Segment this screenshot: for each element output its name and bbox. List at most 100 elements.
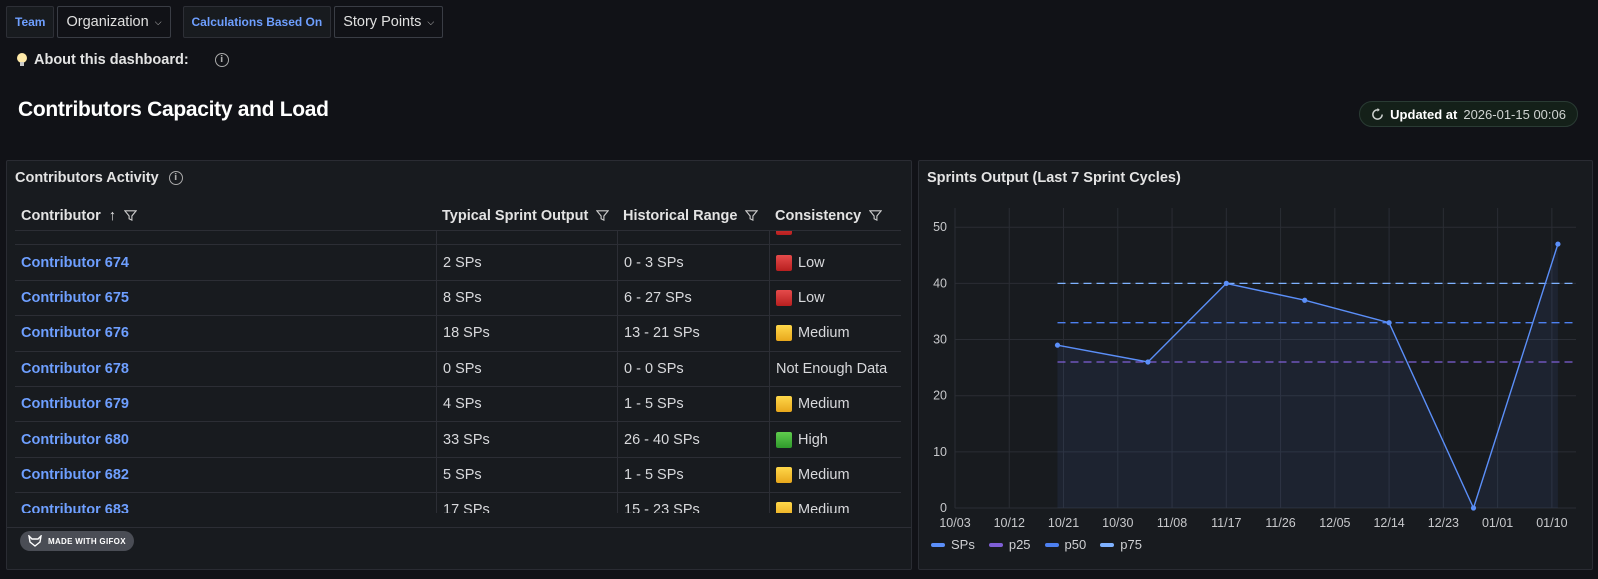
x-tick-label: 10/30 [1102,516,1133,530]
x-tick-label: 10/03 [939,516,970,530]
divider [7,527,911,528]
updated-value: 2026-01-15 00:06 [1463,106,1566,122]
historical-range-cell: 26 - 40 SPs [617,422,769,457]
consistency-cell: High [769,422,901,457]
typical-output-cell: 5 SPs [436,457,617,493]
typical-output-cell: 17 SPs [436,493,617,513]
fox-icon [28,535,42,547]
legend-swatch [931,542,945,547]
contributors-activity-panel: Contributors Activity i Contributor 6731… [6,160,912,570]
filter-icon[interactable] [596,209,610,222]
sps-point [1223,280,1229,286]
consistency-cell: Medium [769,386,901,422]
filter-icon[interactable] [123,209,137,222]
team-select[interactable]: Organization ⌵ [57,6,171,38]
table-header: Contributor ↑ Typical Sprint Output Hist… [15,201,901,231]
column-header-output[interactable]: Typical Sprint Output [436,201,617,230]
table-row: Contributor 675 8 SPs 6 - 27 SPs Low [15,280,901,317]
chevron-down-icon: ⌵ [427,17,435,27]
consistency-medium-indicator [776,502,792,513]
updated-label: Updated at [1390,106,1458,122]
sps-point [1386,320,1392,326]
contributor-link[interactable]: Contributor 680 [21,431,129,448]
sort-ascending-icon[interactable]: ↑ [108,207,116,224]
consistency-cell: Low [769,280,901,316]
column-header-consistency[interactable]: Consistency [769,201,901,230]
column-header-range[interactable]: Historical Range [617,201,769,230]
typical-output-cell: 0 SPs [436,351,617,386]
info-icon[interactable]: i [168,171,183,185]
typical-output-cell: 33 SPs [436,422,617,457]
variables-bar: Team Organization ⌵ Calculations Based O… [6,6,444,38]
contributor-link[interactable]: Contributor 683 [21,502,129,513]
page-title: Contributors Capacity and Load [18,98,329,121]
contributor-link[interactable]: Contributor 679 [21,396,129,413]
historical-range-cell: 0 - 3 SPs [617,245,769,280]
team-label: Team [6,6,55,38]
table-row: Contributor 674 2 SPs 0 - 3 SPs Low [15,245,901,281]
typical-output-cell: 2 SPs [436,245,617,280]
panel-title: Sprints Output (Last 7 Sprint Cycles) [927,170,1181,186]
consistency-cell: Medium [769,316,901,351]
table-row: Contributor 683 17 SPs 15 - 23 SPs Medium [15,493,901,513]
legend-item-p75[interactable]: p75 [1100,537,1142,552]
lightbulb-icon [17,53,27,66]
consistency-low-indicator [776,289,792,306]
y-tick-label: 30 [933,333,947,347]
x-tick-label: 12/14 [1373,516,1404,530]
y-tick-label: 0 [940,501,947,515]
consistency-cell: Medium [769,493,901,513]
activity-title: Contributors Activity [15,170,159,186]
x-tick-label: 10/21 [1048,516,1079,530]
historical-range-cell: 1 - 5 SPs [617,386,769,422]
legend-item-p50[interactable]: p50 [1044,537,1086,552]
historical-range-cell: 13 - 21 SPs [617,316,769,351]
y-tick-label: 10 [933,445,947,459]
chart-legend: SPs p25 p50 p75 [931,537,1142,552]
historical-range-cell: 6 - 27 SPs [617,280,769,316]
contributor-link[interactable]: Contributor 675 [21,289,129,306]
sps-area [1057,244,1558,509]
historical-range-cell: 1 - 5 SPs [617,457,769,493]
x-tick-label: 11/08 [1157,516,1187,530]
consistency-medium-indicator [776,466,792,483]
consistency-cell: Low [769,245,901,280]
column-header-contributor[interactable]: Contributor ↑ [15,201,436,230]
sps-point [1555,241,1561,247]
refresh-icon [1372,107,1384,120]
sprints-title: Sprints Output (Last 7 Sprint Cycles) [927,170,1181,186]
y-tick-label: 40 [933,276,947,290]
x-tick-label: 10/12 [994,516,1025,530]
contributor-link[interactable]: Contributor 678 [21,360,129,377]
legend-item-p25[interactable]: p25 [988,537,1031,552]
team-select-value: Organization [66,14,149,30]
sps-point [1054,342,1061,348]
contributor-link[interactable]: Contributor 682 [21,466,129,483]
sps-point [1302,297,1308,303]
consistency-cell: Medium [769,457,901,493]
about-dashboard: About this dashboard: i [16,52,229,68]
contributor-link[interactable]: Contributor 676 [21,325,129,342]
sps-point [1470,505,1477,511]
legend-item-SPs[interactable]: SPs [931,537,975,552]
x-tick-label: 11/26 [1265,516,1295,530]
typical-output-cell: 18 SPs [436,316,617,351]
consistency-low-indicator [776,254,792,271]
chevron-down-icon: ⌵ [154,17,162,27]
x-tick-label: 11/17 [1211,516,1241,530]
legend-swatch [1044,542,1059,547]
contributor-link[interactable]: Contributor 674 [21,254,129,271]
calc-label: Calculations Based On [182,6,332,38]
consistency-medium-indicator [776,396,792,413]
y-tick-label: 20 [933,389,947,403]
x-tick-label: 12/05 [1319,516,1350,530]
filter-icon[interactable] [869,209,883,222]
x-tick-label: 01/01 [1482,516,1513,530]
info-icon[interactable]: i [214,53,229,67]
filter-icon[interactable] [745,209,759,222]
calc-select[interactable]: Story Points ⌵ [334,6,444,38]
consistency-high-indicator [776,431,792,448]
sprints-line-chart: 0 10 20 30 40 50 10/03 10/12 10/21 10/30 11/08 11/1… [933,208,1576,530]
